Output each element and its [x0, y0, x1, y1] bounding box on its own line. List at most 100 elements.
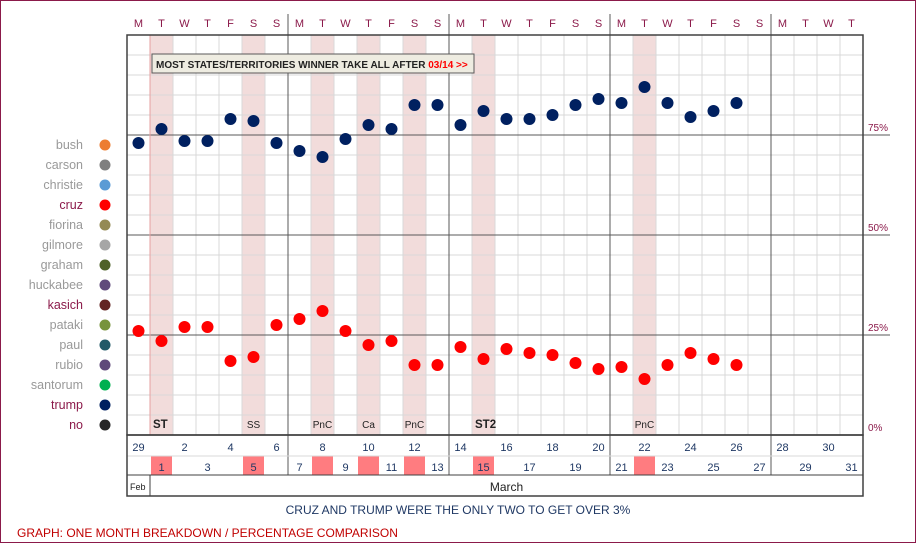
day-number: 22 [638, 442, 650, 454]
legend-marker [99, 139, 111, 151]
legend-marker [99, 239, 111, 251]
day-number: 8 [319, 442, 325, 454]
cruz-point [477, 353, 490, 365]
cruz-point [132, 325, 145, 337]
day-number: 19 [569, 462, 581, 474]
day-number: 24 [684, 442, 696, 454]
weekday-label: S [411, 18, 418, 30]
day-number: 12 [408, 442, 420, 454]
cruz-point [546, 349, 559, 361]
weekday-label: T [848, 18, 855, 30]
day-number: 10 [362, 442, 374, 454]
legend-label: rubio [55, 358, 83, 372]
weekday-label: M [295, 18, 304, 30]
day-number: 16 [500, 442, 512, 454]
month-label-feb: Feb [130, 482, 146, 492]
legend-marker [99, 299, 111, 311]
date-strip-border [126, 434, 864, 497]
weekday-label: W [662, 18, 673, 30]
cruz-point [684, 347, 697, 359]
day-number: 1 [158, 462, 164, 474]
weekday-label: T [365, 18, 372, 30]
legend-marker [99, 319, 111, 331]
cruz-point [615, 361, 628, 373]
legend-label: paul [59, 338, 83, 352]
day-number: 17 [523, 462, 535, 474]
cruz-point [155, 335, 168, 347]
legend-marker [99, 179, 111, 191]
day-number: 28 [776, 442, 788, 454]
weekday-label: T [802, 18, 809, 30]
legend-label: kasich [48, 298, 83, 312]
chart-caption: CRUZ AND TRUMP WERE THE ONLY TWO TO GET … [285, 503, 631, 517]
cruz-point [431, 359, 444, 371]
weekday-label: T [480, 18, 487, 30]
highlight-date-cell [151, 456, 172, 475]
banner-text: MOST STATES/TERRITORIES WINNER TAKE ALL … [156, 60, 468, 71]
weekday-label: T [641, 18, 648, 30]
legend-marker [99, 419, 111, 431]
trump-point [385, 123, 398, 135]
day-number: 11 [386, 462, 397, 474]
day-number: 15 [477, 462, 489, 474]
legend-label: gilmore [42, 238, 83, 252]
day-number: 20 [592, 442, 604, 454]
legend-label: no [69, 418, 83, 432]
day-number: 6 [273, 442, 279, 454]
day-number: 3 [204, 462, 210, 474]
highlight-date-cell [473, 456, 494, 475]
weekday-label: S [273, 18, 280, 30]
highlight-date-cell [358, 456, 379, 475]
trump-point [523, 113, 536, 125]
trump-point [661, 97, 674, 109]
weekday-label: T [526, 18, 533, 30]
trump-point [454, 119, 467, 131]
legend-label: fiorina [49, 218, 83, 232]
trump-point [362, 119, 375, 131]
weekday-label: M [134, 18, 143, 30]
weekday-label: S [733, 18, 740, 30]
day-number: 9 [342, 462, 348, 474]
day-number: 27 [753, 462, 765, 474]
event-label: SS [247, 420, 261, 431]
legend-marker [99, 219, 111, 231]
day-number: 5 [250, 462, 256, 474]
legend-marker [99, 199, 111, 211]
weekday-label: W [340, 18, 351, 30]
weekday-label: W [179, 18, 190, 30]
weekday-label: M [778, 18, 787, 30]
legend-marker [99, 279, 111, 291]
highlight-date-cell [312, 456, 333, 475]
weekday-label: S [434, 18, 441, 30]
weekday-label: M [617, 18, 626, 30]
trump-point [178, 135, 191, 147]
legend-label: santorum [31, 378, 83, 392]
cruz-point [178, 321, 191, 333]
cruz-point [523, 347, 536, 359]
weekday-label: M [456, 18, 465, 30]
trump-point [592, 93, 605, 105]
trump-point [477, 105, 490, 117]
weekday-label: W [823, 18, 834, 30]
legend-label: trump [51, 398, 83, 412]
trump-point [431, 99, 444, 111]
legend-marker [99, 359, 111, 371]
day-number: 26 [730, 442, 742, 454]
cruz-point [293, 313, 306, 325]
trump-point [339, 133, 352, 145]
weekday-label: T [319, 18, 326, 30]
legend-label: carson [45, 158, 83, 172]
cruz-point [362, 339, 375, 351]
legend-marker [99, 339, 111, 351]
day-number: 14 [454, 442, 466, 454]
cruz-point [454, 341, 467, 353]
weekday-label: F [388, 18, 395, 30]
trump-point [270, 137, 283, 149]
weekday-label: T [687, 18, 694, 30]
cruz-point [408, 359, 421, 371]
cruz-point [224, 355, 237, 367]
cruz-point [385, 335, 398, 347]
legend-label: christie [43, 178, 83, 192]
day-number: 21 [615, 462, 627, 474]
graph-label: GRAPH: ONE MONTH BREAKDOWN / PERCENTAGE … [17, 526, 398, 540]
